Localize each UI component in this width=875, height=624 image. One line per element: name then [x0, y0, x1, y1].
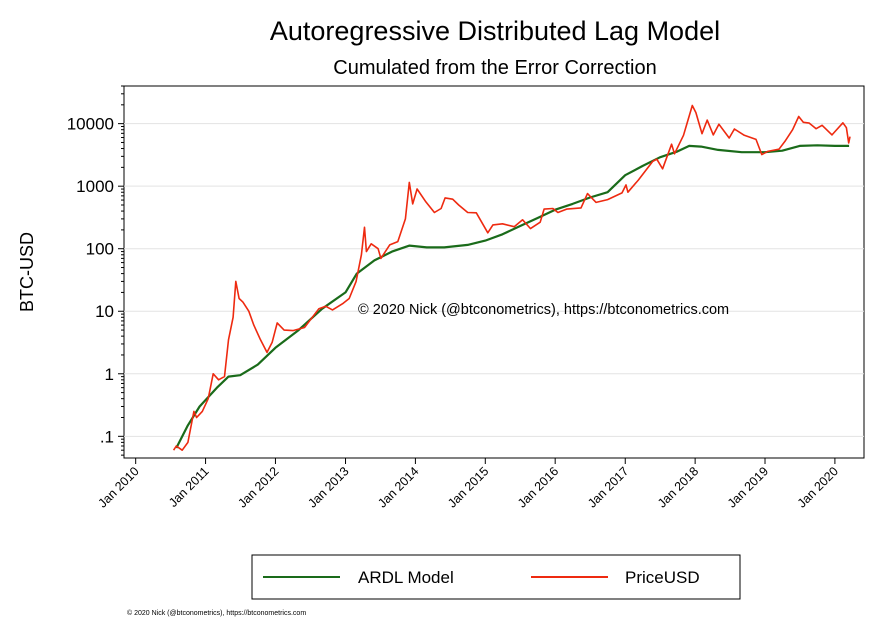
- series-lines: [172, 104, 851, 451]
- watermark-annotation: © 2020 Nick (@btconometrics), https://bt…: [358, 302, 729, 318]
- gridlines: [124, 123, 864, 437]
- x-tick-label: Jan 2013: [305, 464, 351, 510]
- x-axis: Jan 2010 Jan 2011 Jan 2012 Jan 2013 Jan 2014…: [96, 458, 841, 510]
- x-tick-label: Jan 2012: [235, 464, 281, 510]
- x-tick-label: Jan 2019: [725, 464, 771, 510]
- x-tick-label: Jan 2015: [445, 464, 491, 510]
- series-line-ardl-model: [175, 144, 850, 449]
- chart-subtitle: Cumulated from the Error Correction: [333, 57, 656, 79]
- y-tick-label: 10000: [67, 115, 114, 134]
- x-tick-label: Jan 2016: [515, 464, 561, 510]
- y-tick-label: 10: [95, 302, 114, 321]
- x-tick-label: Jan 2011: [166, 464, 212, 510]
- x-tick-label: Jan 2014: [375, 464, 421, 510]
- y-tick-label: .1: [100, 427, 114, 446]
- y-axis: .1 1 10 100 1000 10000: [67, 85, 124, 456]
- series-line-price-usd: [172, 104, 851, 451]
- y-tick-label: 1: [105, 365, 114, 384]
- plot-area: [123, 85, 865, 459]
- x-tick-label: Jan 2017: [585, 464, 631, 510]
- x-tick-label: Jan 2020: [795, 464, 841, 510]
- legend: ARDL Model PriceUSD: [251, 554, 741, 600]
- x-tick-label: Jan 2010: [96, 464, 142, 510]
- y-tick-label: 100: [86, 240, 114, 259]
- legend-label-ardl: ARDL Model: [358, 568, 454, 587]
- footer-credit: © 2020 Nick (@btconometrics), https://bt…: [127, 609, 306, 617]
- y-axis-label: BTC-USD: [17, 232, 37, 312]
- legend-label-price: PriceUSD: [625, 568, 700, 587]
- chart-title: Autoregressive Distributed Lag Model: [270, 16, 720, 46]
- y-tick-label: 1000: [76, 177, 114, 196]
- x-tick-label: Jan 2018: [655, 464, 701, 510]
